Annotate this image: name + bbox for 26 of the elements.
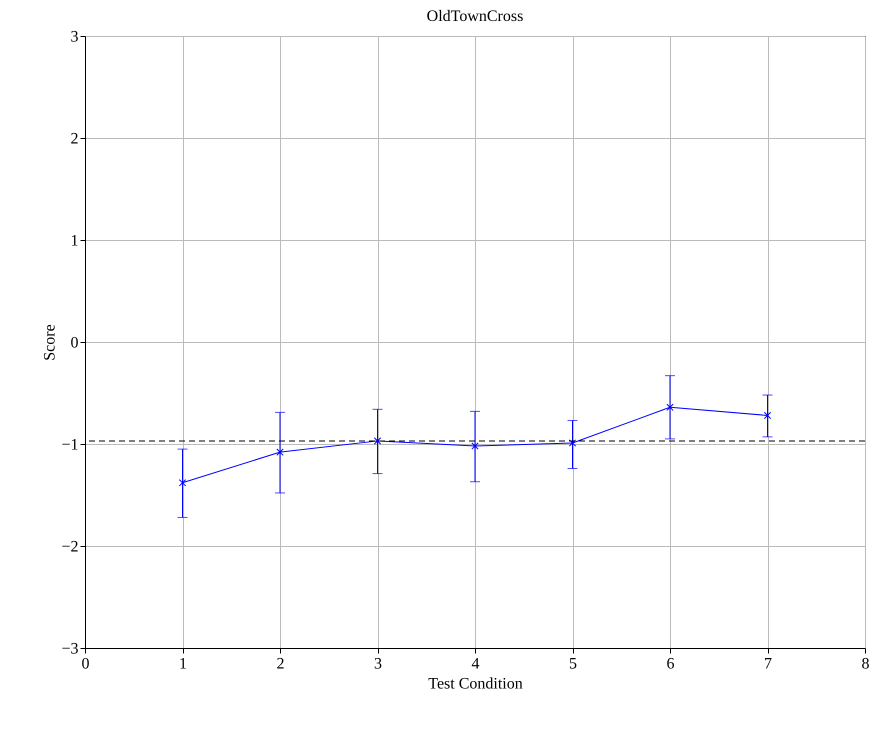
- x-tick-label: 6: [666, 656, 674, 672]
- y-axis-title: Score: [41, 324, 58, 361]
- x-tick-label: 0: [82, 656, 90, 672]
- point: [178, 479, 186, 486]
- x-tick-label: 1: [179, 656, 187, 672]
- y-tick-label: −3: [61, 640, 78, 658]
- x-tick-label: 8: [862, 656, 870, 672]
- y-tick-label: 3: [70, 28, 78, 46]
- point: [666, 404, 674, 411]
- point: [471, 442, 479, 450]
- x-tick-label: 7: [764, 656, 772, 672]
- point: [374, 437, 382, 445]
- chart-title: OldTownCross: [426, 8, 524, 25]
- y-tick-label: 0: [70, 334, 78, 352]
- x-tick-label: 5: [569, 656, 577, 672]
- point: [764, 412, 772, 420]
- x-tick-label: 2: [276, 656, 284, 672]
- point: [276, 448, 284, 456]
- y-tick-label: 2: [70, 130, 78, 148]
- y-tick-label: 1: [70, 232, 78, 250]
- x-tick-label: 3: [374, 656, 382, 672]
- y-tick-label: −2: [61, 538, 78, 556]
- point: [568, 439, 576, 447]
- x-axis-title: Test Condition: [428, 676, 523, 692]
- x-tick-label: 4: [472, 656, 480, 672]
- y-tick-label: −1: [61, 436, 78, 454]
